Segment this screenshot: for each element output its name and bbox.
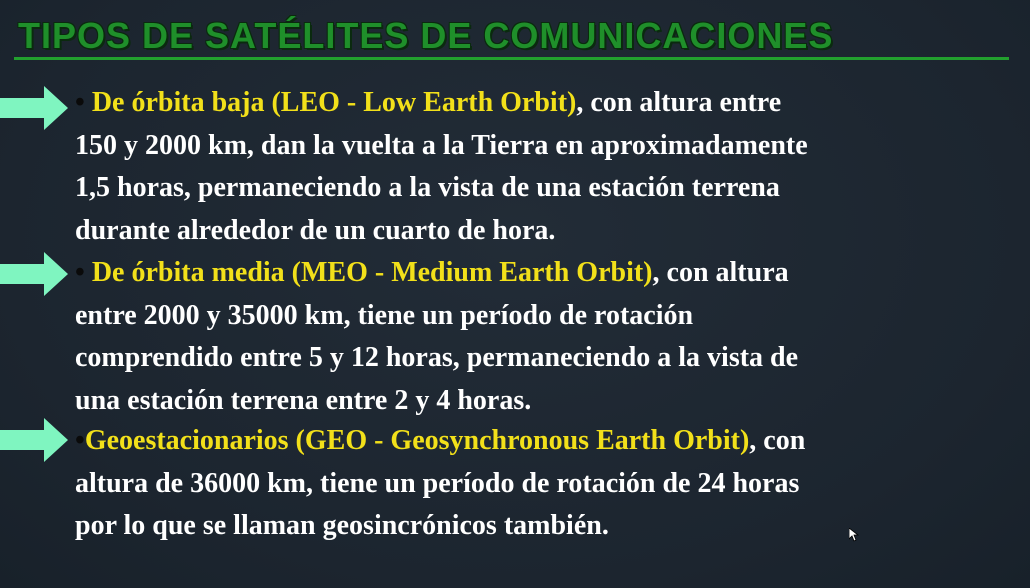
- slide-title: TIPOS DE SATÉLITES DE COMUNICACIONES: [18, 15, 834, 56]
- mouse-pointer-icon: [849, 528, 859, 542]
- item-heading-meo: De órbita media (MEO - Medium Earth Orbi…: [84, 257, 653, 288]
- list-item-leo: • De órbita baja (LEO - Low Earth Orbit)…: [75, 82, 1020, 252]
- right-arrow-icon: [0, 252, 68, 296]
- list-item-geo: •Geoestacionarios (GEO - Geosynchronous …: [75, 420, 1020, 548]
- list-item-meo: • De órbita media (MEO - Medium Earth Or…: [75, 252, 1020, 422]
- bullet: •: [75, 87, 85, 118]
- bullet: •: [75, 425, 85, 456]
- bullet: •: [75, 257, 85, 288]
- right-arrow-icon: [0, 418, 68, 462]
- item-text-geo: , con altura de 36000 km, tiene un perío…: [75, 425, 806, 541]
- item-text-meo: , con altura entre 2000 y 35000 km, tien…: [75, 257, 799, 416]
- right-arrow-icon: [0, 86, 68, 130]
- title-underline: [14, 57, 1009, 60]
- item-text-leo: , con altura entre 150 y 2000 km, dan la…: [75, 87, 808, 246]
- item-heading-geo: Geoestacionarios (GEO - Geosynchronous E…: [84, 425, 750, 456]
- item-heading-leo: De órbita baja (LEO - Low Earth Orbit): [84, 87, 577, 118]
